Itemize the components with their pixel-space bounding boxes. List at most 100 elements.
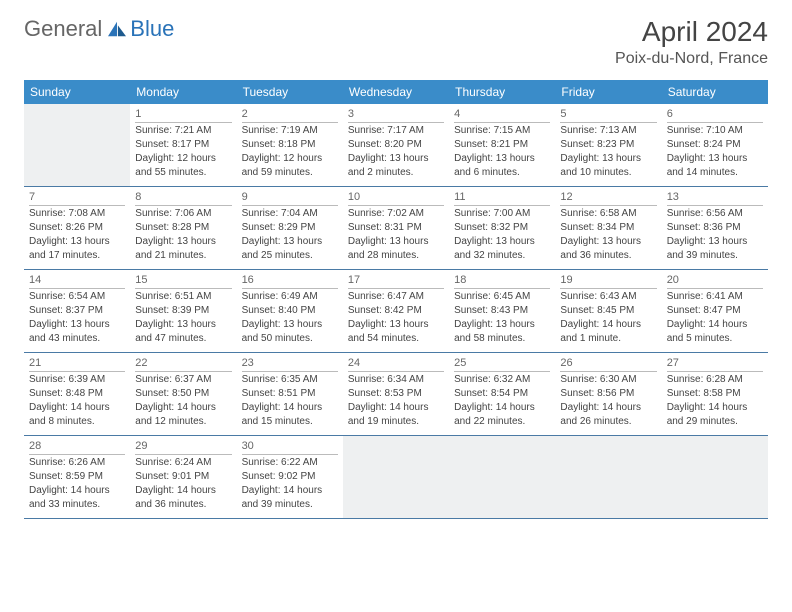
day-info-line: Daylight: 14 hours: [29, 401, 125, 414]
day-number: 12: [560, 190, 656, 206]
day-info-line: and 36 minutes.: [135, 498, 231, 511]
day-number: 4: [454, 107, 550, 123]
day-info-line: and 15 minutes.: [242, 415, 338, 428]
day-info-line: Sunrise: 6:37 AM: [135, 373, 231, 386]
day-cell: 13Sunrise: 6:56 AMSunset: 8:36 PMDayligh…: [662, 187, 768, 269]
day-info-line: Sunrise: 6:58 AM: [560, 207, 656, 220]
day-number: 27: [667, 356, 763, 372]
day-info-line: and 19 minutes.: [348, 415, 444, 428]
day-info-line: Sunset: 8:34 PM: [560, 221, 656, 234]
day-info-line: Sunset: 8:53 PM: [348, 387, 444, 400]
day-number: 7: [29, 190, 125, 206]
day-info-line: Sunset: 8:20 PM: [348, 138, 444, 151]
day-cell: 23Sunrise: 6:35 AMSunset: 8:51 PMDayligh…: [237, 353, 343, 435]
day-info-line: Daylight: 12 hours: [242, 152, 338, 165]
day-info-line: Sunset: 8:58 PM: [667, 387, 763, 400]
day-info-line: Daylight: 14 hours: [135, 401, 231, 414]
day-info-line: Sunset: 8:18 PM: [242, 138, 338, 151]
day-number: 11: [454, 190, 550, 206]
day-info-line: and 2 minutes.: [348, 166, 444, 179]
day-number: 21: [29, 356, 125, 372]
day-number: 24: [348, 356, 444, 372]
day-info-line: Sunset: 8:45 PM: [560, 304, 656, 317]
day-info-line: and 10 minutes.: [560, 166, 656, 179]
day-info-line: Sunset: 8:48 PM: [29, 387, 125, 400]
day-info-line: and 39 minutes.: [667, 249, 763, 262]
day-info-line: Sunrise: 7:02 AM: [348, 207, 444, 220]
day-info-line: Sunset: 8:47 PM: [667, 304, 763, 317]
day-info-line: Sunrise: 6:34 AM: [348, 373, 444, 386]
day-info-line: Sunrise: 7:00 AM: [454, 207, 550, 220]
day-number: 25: [454, 356, 550, 372]
day-info-line: Sunrise: 6:54 AM: [29, 290, 125, 303]
day-cell: 17Sunrise: 6:47 AMSunset: 8:42 PMDayligh…: [343, 270, 449, 352]
location: Poix-du-Nord, France: [615, 50, 768, 68]
day-cell-blank: [555, 436, 661, 518]
day-info-line: Sunrise: 7:10 AM: [667, 124, 763, 137]
day-info-line: and 12 minutes.: [135, 415, 231, 428]
day-info-line: Daylight: 13 hours: [454, 235, 550, 248]
day-info-line: Daylight: 14 hours: [560, 318, 656, 331]
day-info-line: Sunrise: 6:45 AM: [454, 290, 550, 303]
week-row: 21Sunrise: 6:39 AMSunset: 8:48 PMDayligh…: [24, 353, 768, 436]
day-info-line: Sunset: 8:56 PM: [560, 387, 656, 400]
day-cell: 10Sunrise: 7:02 AMSunset: 8:31 PMDayligh…: [343, 187, 449, 269]
day-cell-blank: [24, 104, 130, 186]
day-cell: 30Sunrise: 6:22 AMSunset: 9:02 PMDayligh…: [237, 436, 343, 518]
day-info-line: Sunset: 8:42 PM: [348, 304, 444, 317]
day-info-line: and 5 minutes.: [667, 332, 763, 345]
day-number: 14: [29, 273, 125, 289]
day-info-line: Sunset: 8:40 PM: [242, 304, 338, 317]
day-info-line: and 22 minutes.: [454, 415, 550, 428]
day-info-line: Sunset: 8:17 PM: [135, 138, 231, 151]
day-number: 9: [242, 190, 338, 206]
day-info-line: and 43 minutes.: [29, 332, 125, 345]
day-cell: 20Sunrise: 6:41 AMSunset: 8:47 PMDayligh…: [662, 270, 768, 352]
day-info-line: and 28 minutes.: [348, 249, 444, 262]
day-info-line: Sunrise: 6:26 AM: [29, 456, 125, 469]
day-info-line: Daylight: 13 hours: [348, 235, 444, 248]
day-number: 16: [242, 273, 338, 289]
day-cell: 7Sunrise: 7:08 AMSunset: 8:26 PMDaylight…: [24, 187, 130, 269]
day-number: 2: [242, 107, 338, 123]
dow-cell: Tuesday: [237, 80, 343, 104]
day-cell: 28Sunrise: 6:26 AMSunset: 8:59 PMDayligh…: [24, 436, 130, 518]
day-info-line: Daylight: 13 hours: [29, 318, 125, 331]
day-info-line: Sunrise: 6:30 AM: [560, 373, 656, 386]
day-number: 6: [667, 107, 763, 123]
day-cell: 18Sunrise: 6:45 AMSunset: 8:43 PMDayligh…: [449, 270, 555, 352]
day-info-line: Sunset: 8:29 PM: [242, 221, 338, 234]
day-info-line: Sunset: 8:24 PM: [667, 138, 763, 151]
day-info-line: Daylight: 13 hours: [667, 152, 763, 165]
week-row: 7Sunrise: 7:08 AMSunset: 8:26 PMDaylight…: [24, 187, 768, 270]
day-info-line: and 6 minutes.: [454, 166, 550, 179]
day-info-line: Sunrise: 6:35 AM: [242, 373, 338, 386]
day-info-line: and 50 minutes.: [242, 332, 338, 345]
day-info-line: and 26 minutes.: [560, 415, 656, 428]
day-info-line: and 33 minutes.: [29, 498, 125, 511]
day-info-line: Daylight: 14 hours: [454, 401, 550, 414]
day-info-line: and 59 minutes.: [242, 166, 338, 179]
day-number: 13: [667, 190, 763, 206]
day-info-line: Daylight: 14 hours: [242, 401, 338, 414]
day-cell: 14Sunrise: 6:54 AMSunset: 8:37 PMDayligh…: [24, 270, 130, 352]
day-number: 10: [348, 190, 444, 206]
day-info-line: Daylight: 14 hours: [667, 318, 763, 331]
month-title: April 2024: [615, 16, 768, 48]
dow-cell: Wednesday: [343, 80, 449, 104]
day-number: 18: [454, 273, 550, 289]
day-info-line: Sunrise: 7:19 AM: [242, 124, 338, 137]
day-info-line: and 54 minutes.: [348, 332, 444, 345]
day-info-line: and 55 minutes.: [135, 166, 231, 179]
day-cell: 26Sunrise: 6:30 AMSunset: 8:56 PMDayligh…: [555, 353, 661, 435]
day-cell: 2Sunrise: 7:19 AMSunset: 8:18 PMDaylight…: [237, 104, 343, 186]
dow-cell: Monday: [130, 80, 236, 104]
day-info-line: Sunset: 8:59 PM: [29, 470, 125, 483]
day-info-line: Sunset: 8:50 PM: [135, 387, 231, 400]
day-number: 23: [242, 356, 338, 372]
day-cell: 5Sunrise: 7:13 AMSunset: 8:23 PMDaylight…: [555, 104, 661, 186]
day-info-line: Sunrise: 7:08 AM: [29, 207, 125, 220]
day-info-line: Sunrise: 6:49 AM: [242, 290, 338, 303]
day-number: 20: [667, 273, 763, 289]
day-info-line: Sunset: 8:51 PM: [242, 387, 338, 400]
